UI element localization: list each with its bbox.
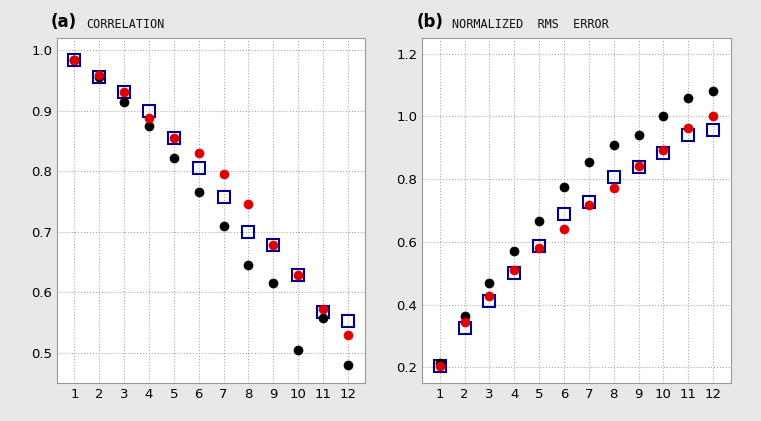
Text: NORMALIZED  RMS  ERROR: NORMALIZED RMS ERROR: [451, 18, 608, 31]
Text: (a): (a): [51, 13, 77, 31]
Text: CORRELATION: CORRELATION: [86, 18, 164, 31]
Text: (b): (b): [416, 13, 443, 31]
